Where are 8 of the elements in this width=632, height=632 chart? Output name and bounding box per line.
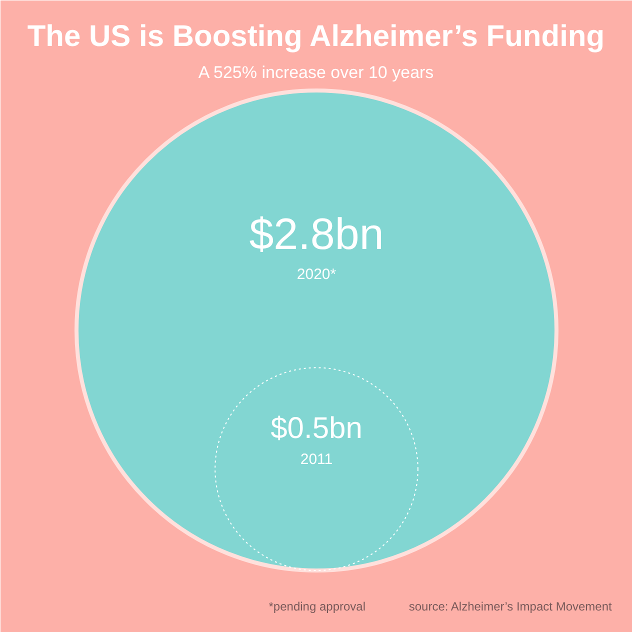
data-label: $0.5bn bbox=[270, 412, 362, 446]
text: A 525% increase over 10 years bbox=[198, 63, 434, 82]
category-label: 2020* bbox=[296, 266, 336, 283]
text: The US is Boosting Alzheimer’s Funding bbox=[27, 20, 605, 53]
text: *pending approval bbox=[268, 600, 366, 614]
source-note: source: Alzheimer’s Impact Movement bbox=[408, 600, 613, 614]
category-label: 2011 bbox=[300, 451, 333, 468]
data-label: $2.8bn bbox=[249, 210, 384, 259]
